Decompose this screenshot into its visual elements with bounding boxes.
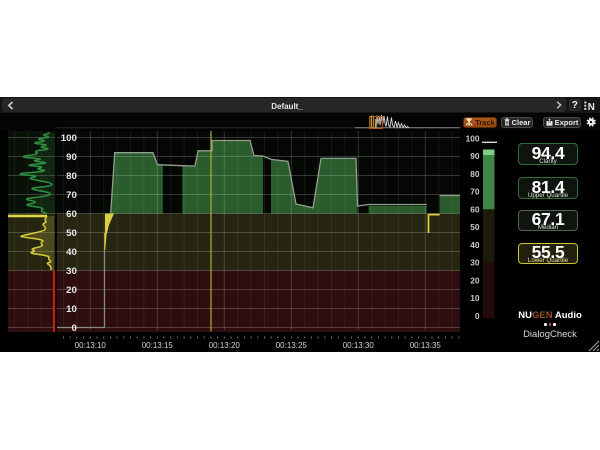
svg-text:80: 80 — [66, 171, 77, 182]
svg-text:80: 80 — [470, 169, 480, 179]
svg-text:50: 50 — [66, 228, 77, 239]
svg-text:60: 60 — [470, 204, 480, 214]
svg-text:0: 0 — [475, 311, 480, 321]
svg-text:00:13:15: 00:13:15 — [142, 341, 174, 350]
svg-text:00:13:20: 00:13:20 — [209, 341, 241, 350]
svg-text:00:13:25: 00:13:25 — [276, 341, 308, 350]
svg-text:70: 70 — [470, 187, 480, 197]
svg-text:00:13:10: 00:13:10 — [75, 341, 107, 350]
svg-text:40: 40 — [66, 247, 77, 258]
svg-text:10: 10 — [470, 293, 480, 303]
svg-text:90: 90 — [66, 152, 77, 163]
svg-text:60: 60 — [66, 209, 77, 220]
svg-text:50: 50 — [470, 222, 480, 232]
svg-text:40: 40 — [470, 240, 480, 250]
svg-text:N: N — [588, 102, 595, 111]
svg-text:100: 100 — [61, 133, 77, 144]
svg-text:00:13:35: 00:13:35 — [410, 341, 442, 350]
svg-text:10: 10 — [66, 304, 77, 315]
svg-text:70: 70 — [66, 190, 77, 201]
svg-text:20: 20 — [66, 285, 77, 296]
svg-text:90: 90 — [470, 151, 480, 161]
svg-text:100: 100 — [466, 133, 480, 143]
svg-text:0: 0 — [71, 323, 76, 334]
svg-text:20: 20 — [470, 275, 480, 285]
svg-text:30: 30 — [66, 266, 77, 277]
svg-text:00:13:30: 00:13:30 — [343, 341, 375, 350]
svg-text:30: 30 — [470, 258, 480, 268]
